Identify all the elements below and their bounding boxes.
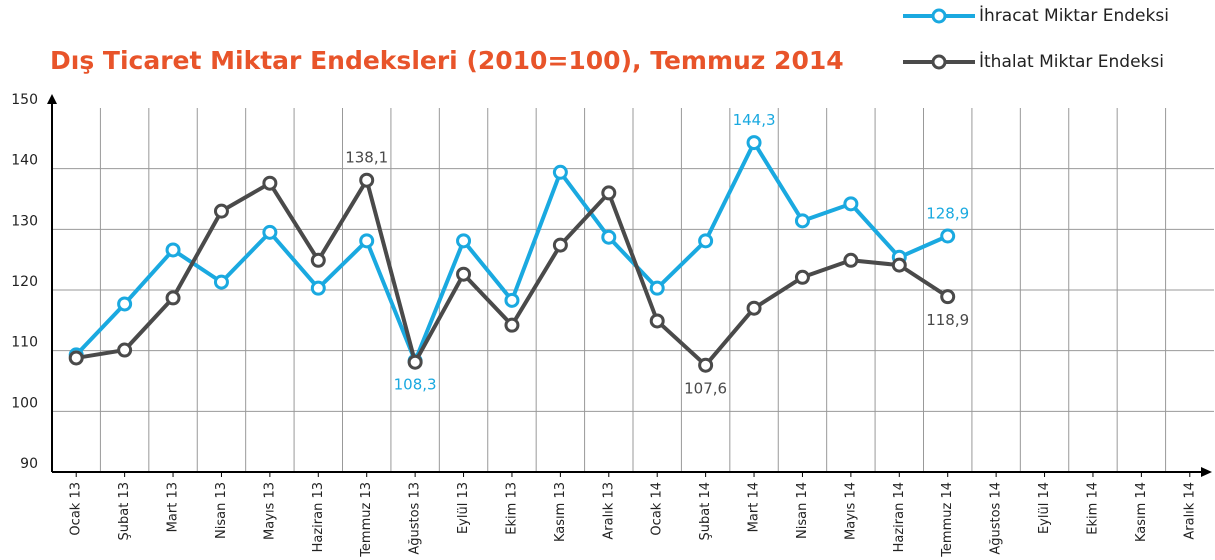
legend-marker [931,8,947,24]
legend-marker [931,54,947,70]
data-label: 128,9 [926,205,969,223]
x-tick-label: Nisan 14 [795,482,810,539]
point [504,317,520,333]
x-tick-label: Ekim 14 [1085,482,1100,535]
x-tick-label: Mayıs 14 [843,482,858,540]
x-tick-label: Aralık 13 [601,482,616,540]
data-label: 108,3 [394,375,437,393]
y-tick-label: 90 [20,456,38,472]
point [165,290,181,306]
point [940,228,956,244]
x-tick-label: Ocak 14 [650,482,665,536]
point [794,269,810,285]
point [213,203,229,219]
y-tick-label: 110 [11,335,38,351]
point [262,175,278,191]
point [843,196,859,212]
x-tick-label: Ocak 13 [69,482,84,536]
point [843,252,859,268]
x-tick-label: Kasım 14 [1134,482,1149,542]
y-tick-label: 130 [11,213,38,229]
point [746,135,762,151]
x-tick-label: Mart 13 [166,482,181,532]
point [794,213,810,229]
y-tick-label: 150 [11,92,38,108]
x-axis-arrow [1201,467,1212,477]
x-tick-label: Şubat 14 [698,482,713,540]
point [407,354,423,370]
y-axis-arrow [47,94,57,104]
point [649,280,665,296]
x-tick-label: Ağustos 14 [989,482,1004,555]
point [552,237,568,253]
x-tick-label: Temmuz 14 [940,482,955,558]
point [456,266,472,282]
point [601,185,617,201]
point [891,257,907,273]
x-tick-label: Aralık 14 [1182,482,1197,540]
y-tick-label: 100 [11,395,38,411]
point [746,300,762,316]
x-tick-label: Nisan 13 [214,482,229,539]
point [456,233,472,249]
point [310,280,326,296]
point [262,224,278,240]
legend-item: İthalat Miktar Endeksi [903,51,1164,72]
point [117,342,133,358]
point [165,242,181,258]
point [940,289,956,305]
x-tick-label: Eylül 13 [456,482,471,534]
point [68,350,84,366]
point [213,274,229,290]
data-label: 107,6 [684,380,727,398]
point [698,357,714,373]
point [649,313,665,329]
legend-item: İhracat Miktar Endeksi [903,5,1169,26]
y-tick-label: 120 [11,274,38,290]
point [698,233,714,249]
data-label: 118,9 [926,311,969,329]
y-tick-label: 140 [11,153,38,169]
legend-label: İthalat Miktar Endeksi [979,51,1164,72]
x-tick-label: Haziran 13 [311,482,326,552]
x-tick-label: Ekim 13 [504,482,519,535]
x-tick-label: Mayıs 13 [262,482,277,540]
x-tick-label: Şubat 13 [117,482,132,540]
point [601,229,617,245]
point [504,292,520,308]
x-tick-label: Kasım 13 [553,482,568,542]
point [552,164,568,180]
data-label: 138,1 [345,149,388,167]
point [359,233,375,249]
point [310,252,326,268]
x-tick-label: Temmuz 13 [359,482,374,558]
chart-title: Dış Ticaret Miktar Endeksleri (2010=100)… [50,46,844,75]
x-tick-label: Eylül 14 [1037,482,1052,534]
x-tick-label: Haziran 14 [892,482,907,552]
data-label: 144,3 [733,111,776,129]
legend-label: İhracat Miktar Endeksi [979,5,1169,26]
x-tick-label: Ağustos 13 [408,482,423,555]
point [359,172,375,188]
x-tick-label: Mart 14 [747,482,762,532]
point [117,296,133,312]
